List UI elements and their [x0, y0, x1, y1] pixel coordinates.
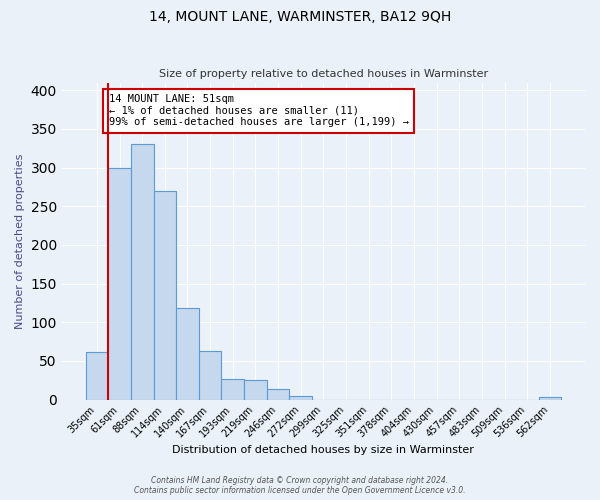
Text: 14 MOUNT LANE: 51sqm
← 1% of detached houses are smaller (11)
99% of semi-detach: 14 MOUNT LANE: 51sqm ← 1% of detached ho… — [109, 94, 409, 128]
Bar — [199, 351, 221, 400]
Bar — [176, 308, 199, 400]
Title: Size of property relative to detached houses in Warminster: Size of property relative to detached ho… — [159, 69, 488, 79]
Bar — [267, 389, 289, 400]
X-axis label: Distribution of detached houses by size in Warminster: Distribution of detached houses by size … — [172, 445, 475, 455]
Text: 14, MOUNT LANE, WARMINSTER, BA12 9QH: 14, MOUNT LANE, WARMINSTER, BA12 9QH — [149, 10, 451, 24]
Text: Contains HM Land Registry data © Crown copyright and database right 2024.
Contai: Contains HM Land Registry data © Crown c… — [134, 476, 466, 495]
Bar — [244, 380, 267, 400]
Bar — [154, 191, 176, 400]
Bar — [86, 352, 108, 400]
Y-axis label: Number of detached properties: Number of detached properties — [15, 154, 25, 329]
Bar — [131, 144, 154, 400]
Bar — [539, 398, 561, 400]
Bar — [289, 396, 312, 400]
Bar — [108, 168, 131, 400]
Bar — [221, 378, 244, 400]
